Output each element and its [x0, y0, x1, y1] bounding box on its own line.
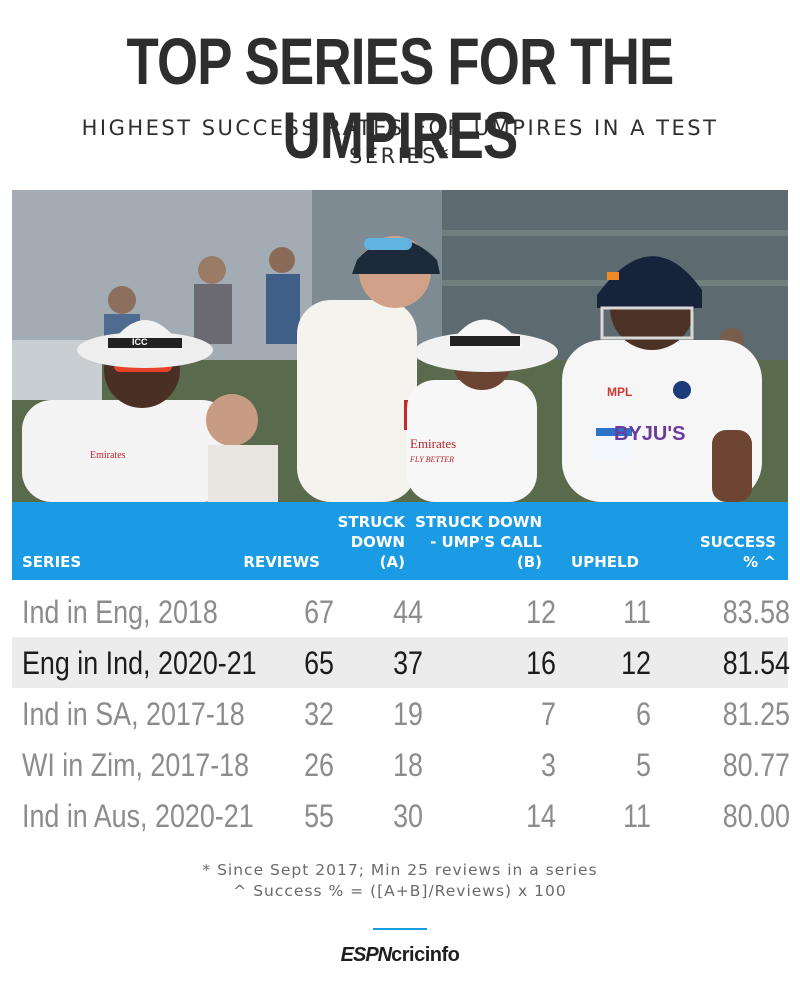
cell-series: Ind in Eng, 2018 — [22, 594, 218, 630]
cell-upheld: 11 — [623, 798, 651, 834]
table-row: Ind in Aus, 2020-21 55 30 14 11 80.00 — [12, 790, 790, 841]
table-row: WI in Zim, 2017-18 26 18 3 5 80.77 — [12, 739, 790, 790]
cell-umps-call: 16 — [526, 645, 556, 681]
cell-reviews: 32 — [304, 696, 334, 732]
cell-success: 83.58 — [722, 594, 790, 630]
col-header-series: SERIES — [22, 553, 82, 571]
cell-umps-call: 3 — [541, 747, 556, 783]
footnote-min-reviews: * Since Sept 2017; Min 25 reviews in a s… — [202, 861, 598, 879]
col-header-umps-call: STRUCK DOWN - UMP'S CALL (B) — [415, 513, 542, 571]
page-subtitle: HIGHEST SUCCESS RATES FOR UMPIRES IN A T… — [81, 116, 719, 168]
footnote-success-formula: ^ Success % = ([A+B]/Reviews) x 100 — [233, 882, 567, 900]
cell-umps-call: 7 — [541, 696, 556, 732]
umpire-center-figure: Emirates FLY BETTER — [407, 319, 558, 502]
umpire-center-sponsor: Emirates — [410, 436, 456, 451]
cell-reviews: 26 — [304, 747, 334, 783]
cell-upheld: 6 — [636, 696, 651, 732]
cell-struck-down: 19 — [393, 696, 423, 732]
cell-success: 81.25 — [722, 696, 790, 732]
jersey-text-mpl: MPL — [607, 385, 632, 399]
cell-series: Ind in SA, 2017-18 — [22, 696, 245, 732]
india-player-figure: MPL BYJU'S — [562, 256, 762, 502]
logo-cricinfo-text: cricinfo — [391, 944, 460, 966]
cell-reviews: 67 — [304, 594, 334, 630]
cell-reviews: 65 — [304, 645, 334, 681]
cell-series: Eng in Ind, 2020-21 — [22, 645, 257, 681]
umpire-sponsor-text: Emirates — [90, 450, 126, 461]
table-row: Ind in SA, 2017-18 32 19 7 6 81.25 — [12, 688, 790, 739]
cell-upheld: 12 — [621, 645, 651, 681]
table-header: SERIES REVIEWS STRUCK DOWN (A) STRUCK DO… — [12, 502, 788, 580]
match-photo: ICC Emirates Emirates FLY BETTER — [12, 190, 788, 502]
col-header-reviews: REVIEWS — [243, 553, 320, 571]
umpire-cap-text: ICC — [132, 337, 148, 347]
cell-struck-down: 18 — [393, 747, 423, 783]
cell-series: WI in Zim, 2017-18 — [22, 747, 250, 783]
page-title: TOP SERIES FOR THE UMPIRES — [126, 24, 675, 172]
cell-upheld: 11 — [623, 594, 651, 630]
cell-umps-call: 12 — [526, 594, 556, 630]
cell-upheld: 5 — [636, 747, 651, 783]
table-row: Eng in Ind, 2020-21 65 37 16 12 81.54 — [12, 637, 790, 688]
espncricinfo-logo: ESPNcricinfo — [0, 944, 800, 967]
cell-struck-down: 44 — [393, 594, 423, 630]
footer-divider — [373, 928, 427, 930]
umpire-center-tagline: FLY BETTER — [409, 455, 454, 464]
col-header-upheld: UPHELD — [571, 553, 639, 571]
cell-umps-call: 14 — [526, 798, 556, 834]
cell-success: 81.54 — [722, 645, 790, 681]
cell-success: 80.00 — [722, 798, 790, 834]
cell-series: Ind in Aus, 2020-21 — [22, 798, 254, 834]
jersey-text-byjus: BYJU'S — [614, 423, 685, 445]
logo-espn-text: ESPN — [340, 944, 392, 966]
umpire-left-figure: ICC Emirates — [22, 320, 232, 502]
cell-struck-down: 30 — [393, 798, 423, 834]
table-row: Ind in Eng, 2018 67 44 12 11 83.58 — [12, 586, 790, 637]
table-body: Ind in Eng, 2018 67 44 12 11 83.58 Eng i… — [12, 586, 790, 841]
cell-success: 80.77 — [722, 747, 790, 783]
cell-reviews: 55 — [304, 798, 334, 834]
footnotes: * Since Sept 2017; Min 25 reviews in a s… — [0, 860, 800, 902]
col-header-success: SUCCESS % ^ — [699, 533, 776, 571]
cell-struck-down: 37 — [393, 645, 423, 681]
col-header-struck-down: STRUCK DOWN (A) — [337, 513, 405, 571]
